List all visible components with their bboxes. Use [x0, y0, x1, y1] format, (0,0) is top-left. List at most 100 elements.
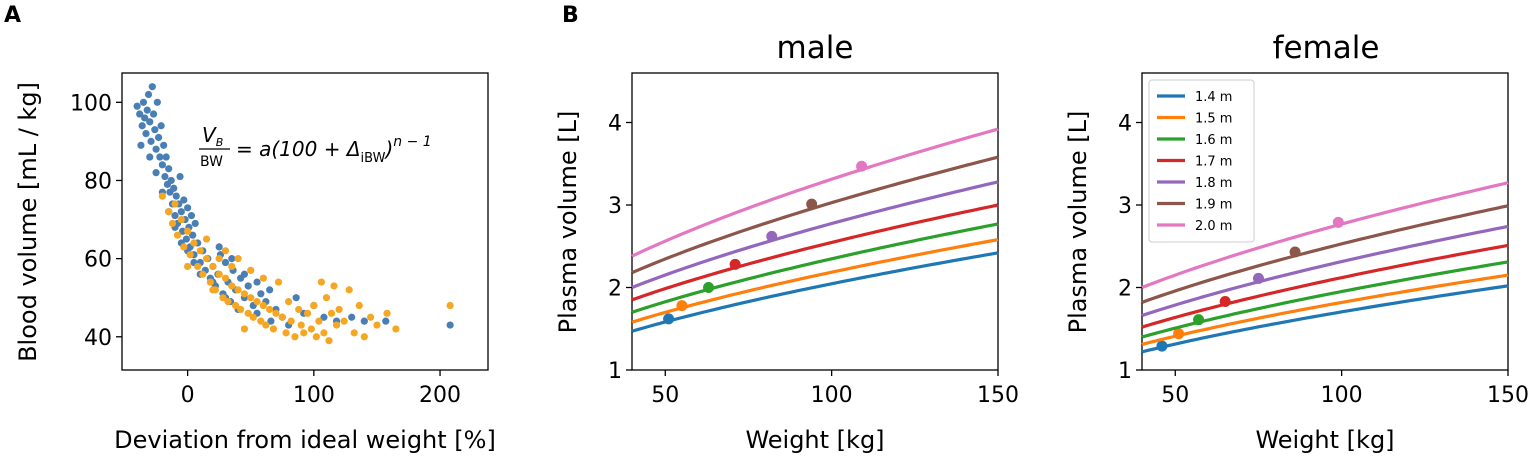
scatter-point-female	[340, 317, 348, 325]
scatter-point-female	[312, 333, 320, 341]
scatter-point-female	[330, 282, 338, 290]
scatter-point-female	[303, 309, 312, 317]
ideal-weight-marker	[1156, 340, 1168, 352]
scatter-point-male	[228, 255, 236, 263]
y-tick-label: 2	[1118, 277, 1132, 302]
scatter-point-female	[300, 329, 308, 337]
x-tick-label: 150	[977, 383, 1019, 408]
scatter-point-male	[167, 176, 175, 185]
x-tick-label: 100	[293, 383, 335, 408]
ideal-weight-marker	[766, 230, 778, 242]
scatter-point-male	[266, 286, 274, 294]
x-tick-label: 0	[181, 383, 195, 408]
scatter-point-female	[446, 301, 454, 310]
scatter-point-male	[152, 145, 160, 153]
scatter-point-female	[259, 301, 267, 310]
scatter-point-male	[156, 153, 164, 161]
scatter-point-female	[249, 313, 257, 321]
scatter-point-male	[138, 122, 146, 130]
scatter-point-male	[152, 169, 160, 177]
x-axis-label-female: Weight [kg]	[1255, 426, 1394, 454]
scatter-point-male	[157, 122, 165, 130]
scatter-point-male	[191, 219, 199, 228]
legend-label: 1.5 m	[1195, 112, 1232, 127]
scatter-point-female	[171, 200, 179, 208]
scatter-point-male	[142, 129, 150, 138]
scatter-point-female	[274, 278, 283, 286]
series-line-1.7m	[631, 203, 999, 302]
scatter-point-female	[253, 298, 261, 306]
panel-letter-a: A	[4, 3, 21, 28]
scatter-point-female	[240, 290, 249, 298]
series-line-2.0m	[1141, 181, 1509, 289]
panel-letter-b: B	[562, 3, 579, 28]
scatter-point-female	[287, 317, 295, 325]
scatter-point-male	[221, 258, 230, 267]
scatter-point-male	[348, 313, 356, 321]
scatter-point-female	[221, 274, 230, 282]
scatter-point-female	[202, 255, 211, 263]
scatter-point-male	[189, 231, 197, 239]
x-axis-label-male: Weight [kg]	[745, 426, 884, 454]
scatter-point-male	[136, 110, 144, 118]
y-tick-label: 1	[1118, 359, 1132, 384]
scatter-point-male	[292, 294, 300, 302]
chart-panel-male: male 1 2 3 4 50 100 150 Weight [kg] Plasma vo…	[554, 30, 1019, 454]
scatter-point-female	[345, 286, 353, 294]
scatter-point-male	[155, 133, 163, 142]
scatter-point-male	[244, 282, 252, 290]
ideal-weight-marker	[1252, 272, 1264, 284]
scatter-point-male	[184, 204, 192, 212]
scatter-point-male	[180, 196, 188, 204]
scatter-point-male	[144, 90, 153, 99]
scatter-point-female	[278, 313, 286, 321]
scatter-point-female	[315, 317, 323, 325]
scatter-point-male	[171, 212, 179, 220]
ideal-weight-marker	[1219, 296, 1231, 308]
scatter-point-female	[322, 294, 331, 302]
scatter-point-male	[153, 98, 161, 106]
scatter-point-female	[158, 192, 166, 200]
series-line-1.8m	[1141, 224, 1509, 318]
formula-lhs-denominator: BW	[200, 154, 223, 170]
scatter-point-male	[176, 172, 184, 181]
x-tick-label: 200	[419, 383, 461, 408]
scatter-point-female	[221, 247, 230, 255]
scatter-point-male	[187, 212, 196, 220]
legend-label: 1.8 m	[1195, 176, 1232, 191]
scatter-point-female	[219, 294, 227, 302]
scatter-point-female	[231, 301, 240, 310]
scatter-point-male	[253, 278, 261, 286]
legend-box	[1148, 79, 1255, 243]
scatter-point-female	[272, 309, 280, 317]
scatter-point-female	[173, 231, 182, 239]
series-line-1.5m	[1141, 273, 1509, 346]
ideal-weight-marker	[806, 198, 818, 210]
scatter-point-female	[244, 309, 252, 317]
scatter-point-male	[149, 110, 158, 118]
y-tick-label: 80	[84, 169, 112, 194]
ideal-weight-marker	[663, 313, 675, 325]
scatter-point-female	[215, 270, 223, 278]
scatter-point-female	[392, 325, 400, 333]
scatter-point-female	[266, 305, 274, 314]
scatter-point-female	[262, 321, 270, 329]
x-tick-label: 100	[1321, 383, 1363, 408]
x-tick-label: 100	[811, 383, 853, 408]
x-tick-label: 50	[1161, 383, 1189, 408]
scatter-point-female	[209, 286, 217, 294]
formula-rhs: = a(100 + ΔiBW)n − 1	[236, 134, 432, 166]
scatter-point-female	[291, 333, 299, 341]
scatter-point-male	[161, 172, 169, 181]
scatter-point-female	[194, 262, 202, 271]
scatter-point-male	[178, 227, 187, 235]
chart-title-male: male	[777, 30, 854, 66]
scatter-point-male	[160, 141, 168, 149]
scatter-point-male	[139, 98, 148, 106]
y-tick-label: 3	[1118, 194, 1132, 219]
scatter-point-female	[335, 305, 343, 314]
series-line-2.0m	[631, 127, 999, 258]
scatter-point-male	[267, 317, 275, 325]
plot-frame-a	[121, 72, 489, 371]
x-tick-label: 50	[651, 383, 679, 408]
